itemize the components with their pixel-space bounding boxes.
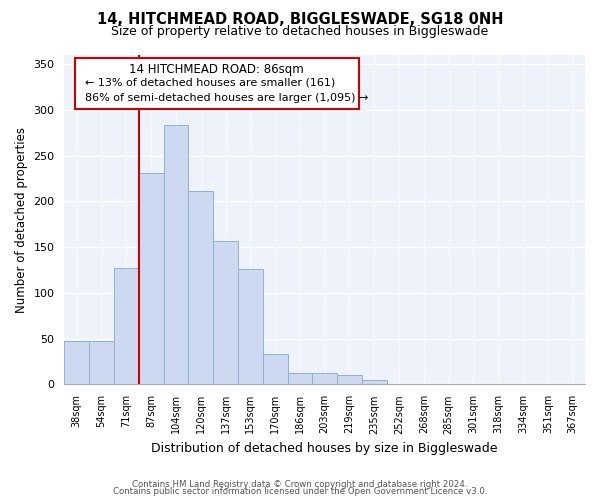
X-axis label: Distribution of detached houses by size in Biggleswade: Distribution of detached houses by size … bbox=[151, 442, 498, 455]
Bar bbox=[238, 269, 263, 384]
Bar bbox=[164, 126, 188, 384]
Text: 14, HITCHMEAD ROAD, BIGGLESWADE, SG18 0NH: 14, HITCHMEAD ROAD, BIGGLESWADE, SG18 0N… bbox=[97, 12, 503, 28]
Bar bbox=[213, 241, 238, 384]
Text: Contains public sector information licensed under the Open Government Licence v3: Contains public sector information licen… bbox=[113, 487, 487, 496]
Bar bbox=[263, 354, 287, 384]
Bar bbox=[287, 372, 313, 384]
Bar bbox=[362, 380, 386, 384]
Text: 14 HITCHMEAD ROAD: 86sqm: 14 HITCHMEAD ROAD: 86sqm bbox=[130, 63, 304, 76]
Bar bbox=[313, 374, 337, 384]
Bar bbox=[337, 376, 362, 384]
Text: ← 13% of detached houses are smaller (161): ← 13% of detached houses are smaller (16… bbox=[85, 77, 335, 87]
Bar bbox=[114, 268, 139, 384]
Text: Size of property relative to detached houses in Biggleswade: Size of property relative to detached ho… bbox=[112, 25, 488, 38]
Bar bbox=[139, 173, 164, 384]
Bar bbox=[89, 340, 114, 384]
Text: Contains HM Land Registry data © Crown copyright and database right 2024.: Contains HM Land Registry data © Crown c… bbox=[132, 480, 468, 489]
Bar bbox=[64, 342, 89, 384]
Y-axis label: Number of detached properties: Number of detached properties bbox=[15, 126, 28, 312]
FancyBboxPatch shape bbox=[75, 58, 359, 110]
Bar bbox=[188, 192, 213, 384]
Text: 86% of semi-detached houses are larger (1,095) →: 86% of semi-detached houses are larger (… bbox=[85, 93, 368, 103]
